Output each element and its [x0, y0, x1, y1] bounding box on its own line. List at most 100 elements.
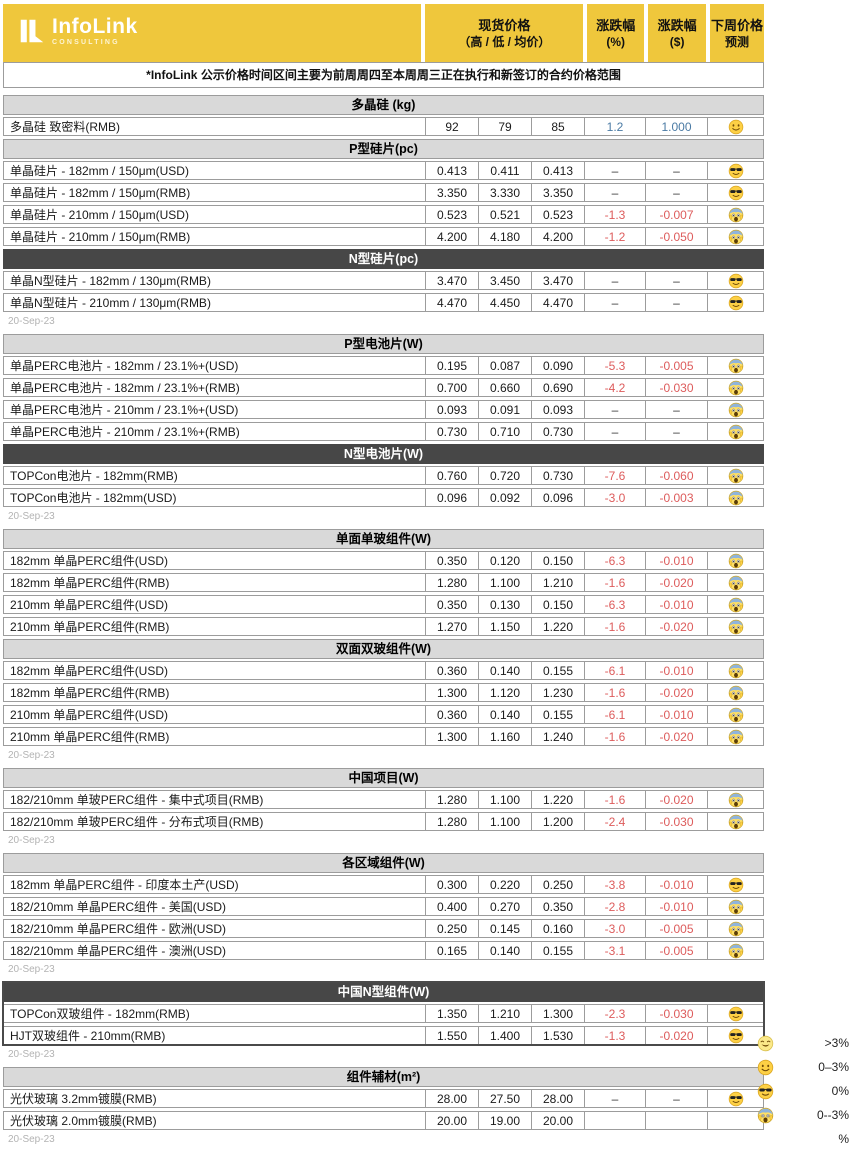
- change-pct: -2.4: [584, 812, 646, 831]
- price-high: 3.470: [425, 271, 479, 290]
- change-usd: -0.050: [645, 227, 708, 246]
- change-usd: -0.020: [645, 683, 708, 702]
- legend-label: >3%: [824, 1036, 849, 1050]
- date-label: 20-Sep-23: [8, 1049, 55, 1060]
- section-header: P型硅片(pc): [3, 139, 764, 159]
- shades-emoji-icon: [728, 1006, 744, 1022]
- row-label: 182/210mm 单玻PERC组件 - 分布式项目(RMB): [3, 812, 426, 831]
- price-avg: 0.090: [531, 356, 585, 375]
- row-label: 单晶PERC电池片 - 210mm / 23.1%+(USD): [3, 400, 426, 419]
- table-row: 光伏玻璃 2.0mm镀膜(RMB) 20.00 19.00 20.00: [3, 1111, 764, 1130]
- change-pct: -1.6: [584, 617, 646, 636]
- forecast-cell: [707, 466, 764, 485]
- price-avg: 0.155: [531, 705, 585, 724]
- price-table-block: 中国N型组件(W) TOPCon双玻组件 - 182mm(RMB) 1.350 1.2…: [2, 981, 765, 1046]
- price-table-block: 组件辅材(m²) 光伏玻璃 3.2mm镀膜(RMB) 28.00 27.50 28.00…: [3, 1067, 764, 1130]
- change-usd: [645, 1111, 708, 1130]
- change-usd: -0.030: [645, 1004, 708, 1023]
- change-usd: -0.005: [645, 356, 708, 375]
- change-pct: -3.1: [584, 941, 646, 960]
- row-label: 单晶PERC电池片 - 182mm / 23.1%+(RMB): [3, 378, 426, 397]
- table-row: 单晶PERC电池片 - 210mm / 23.1%+(USD) 0.093 0.09…: [3, 400, 764, 419]
- price-high: 0.165: [425, 941, 479, 960]
- price-avg: 0.413: [531, 161, 585, 180]
- price-high: 20.00: [425, 1111, 479, 1130]
- price-table-block: 单面单玻组件(W) 182mm 单晶PERC组件(USD) 0.350 0.120 0.…: [3, 529, 764, 746]
- price-avg: 0.155: [531, 661, 585, 680]
- row-label: 单晶N型硅片 - 182mm / 130μm(RMB): [3, 271, 426, 290]
- legend-label: %: [838, 1132, 849, 1146]
- row-label: 单晶N型硅片 - 210mm / 130μm(RMB): [3, 293, 426, 312]
- price-low: 3.450: [478, 271, 532, 290]
- change-pct: -3.8: [584, 875, 646, 894]
- legend-label: 0–3%: [818, 1060, 849, 1074]
- column-header-text: 下周价格: [711, 17, 764, 33]
- change-usd: –: [645, 422, 708, 441]
- change-pct: –: [584, 1089, 646, 1108]
- price-avg: 0.250: [531, 875, 585, 894]
- column-header-text: 涨跌幅: [596, 17, 636, 33]
- scream-emoji-icon: [728, 468, 744, 484]
- row-label: 182/210mm 单玻PERC组件 - 集中式项目(RMB): [3, 790, 426, 809]
- forecast-cell: [707, 205, 764, 224]
- forecast-cell: [707, 573, 764, 592]
- change-usd: -0.010: [645, 595, 708, 614]
- change-usd: -0.020: [645, 573, 708, 592]
- row-label: 单晶硅片 - 182mm / 150μm(RMB): [3, 183, 426, 202]
- forecast-cell: [707, 1089, 764, 1108]
- price-low: 0.720: [478, 466, 532, 485]
- price-high: 0.730: [425, 422, 479, 441]
- section-header: 双面双玻组件(W): [3, 639, 764, 659]
- price-high: 0.195: [425, 356, 479, 375]
- price-high: 0.250: [425, 919, 479, 938]
- change-usd: -0.010: [645, 661, 708, 680]
- row-label: 182mm 单晶PERC组件(RMB): [3, 683, 426, 702]
- column-header-text: （高 / 低 / 均价）: [458, 34, 551, 49]
- forecast-cell: [707, 378, 764, 397]
- price-high: 0.360: [425, 661, 479, 680]
- table-row: 光伏玻璃 3.2mm镀膜(RMB) 28.00 27.50 28.00– –: [3, 1089, 764, 1108]
- price-avg: 0.523: [531, 205, 585, 224]
- price-avg: 1.200: [531, 812, 585, 831]
- price-low: 0.140: [478, 941, 532, 960]
- price-avg: 1.210: [531, 573, 585, 592]
- column-header-text: (%): [606, 34, 626, 49]
- forecast-cell: [707, 875, 764, 894]
- price-report: InfoLink CONSULTING 现货价格 （高 / 低 / 均价） 涨跌…: [2, 4, 765, 1152]
- table-row: 多晶硅 致密料(RMB) 92 79 85 1.2 1.000: [3, 117, 764, 136]
- change-pct: –: [584, 161, 646, 180]
- change-usd: -0.030: [645, 378, 708, 397]
- price-high: 0.413: [425, 161, 479, 180]
- scream-emoji-icon: [728, 424, 744, 440]
- scream-emoji-icon: [728, 921, 744, 937]
- date-label: 20-Sep-23: [8, 750, 55, 761]
- table-row: 182/210mm 单玻PERC组件 - 集中式项目(RMB) 1.280 1.10…: [3, 790, 764, 809]
- price-low: 0.220: [478, 875, 532, 894]
- price-high: 0.350: [425, 551, 479, 570]
- section-header: N型硅片(pc): [3, 249, 764, 269]
- forecast-cell: [707, 1111, 764, 1130]
- forecast-cell: [707, 683, 764, 702]
- price-high: 28.00: [425, 1089, 479, 1108]
- price-table-groups: 多晶硅 (kg) 多晶硅 致密料(RMB) 92 79 85 1.2 1.000 P型硅片(…: [2, 95, 765, 1146]
- row-label: 单晶硅片 - 182mm / 150μm(USD): [3, 161, 426, 180]
- price-high: 1.350: [425, 1004, 479, 1023]
- price-avg: 1.220: [531, 617, 585, 636]
- forecast-cell: [707, 727, 764, 746]
- section-header: 各区域组件(W): [3, 853, 764, 873]
- row-label: 光伏玻璃 3.2mm镀膜(RMB): [3, 1089, 426, 1108]
- brand-header-cell: InfoLink CONSULTING: [3, 4, 422, 62]
- table-row: 单晶PERC电池片 - 210mm / 23.1%+(RMB) 0.730 0.71…: [3, 422, 764, 441]
- change-usd: -0.020: [645, 790, 708, 809]
- change-pct: -1.2: [584, 227, 646, 246]
- table-row: TOPCon电池片 - 182mm(USD) 0.096 0.092 0.096 -3.…: [3, 488, 764, 507]
- date-label: 20-Sep-23: [8, 964, 55, 975]
- price-low: 0.092: [478, 488, 532, 507]
- row-label: 182/210mm 单晶PERC组件 - 欧洲(USD): [3, 919, 426, 938]
- change-usd: –: [645, 183, 708, 202]
- change-pct: –: [584, 422, 646, 441]
- column-header-change-pct: 涨跌幅 (%): [587, 4, 645, 62]
- forecast-cell: [707, 161, 764, 180]
- change-usd: -0.010: [645, 875, 708, 894]
- price-low: 0.660: [478, 378, 532, 397]
